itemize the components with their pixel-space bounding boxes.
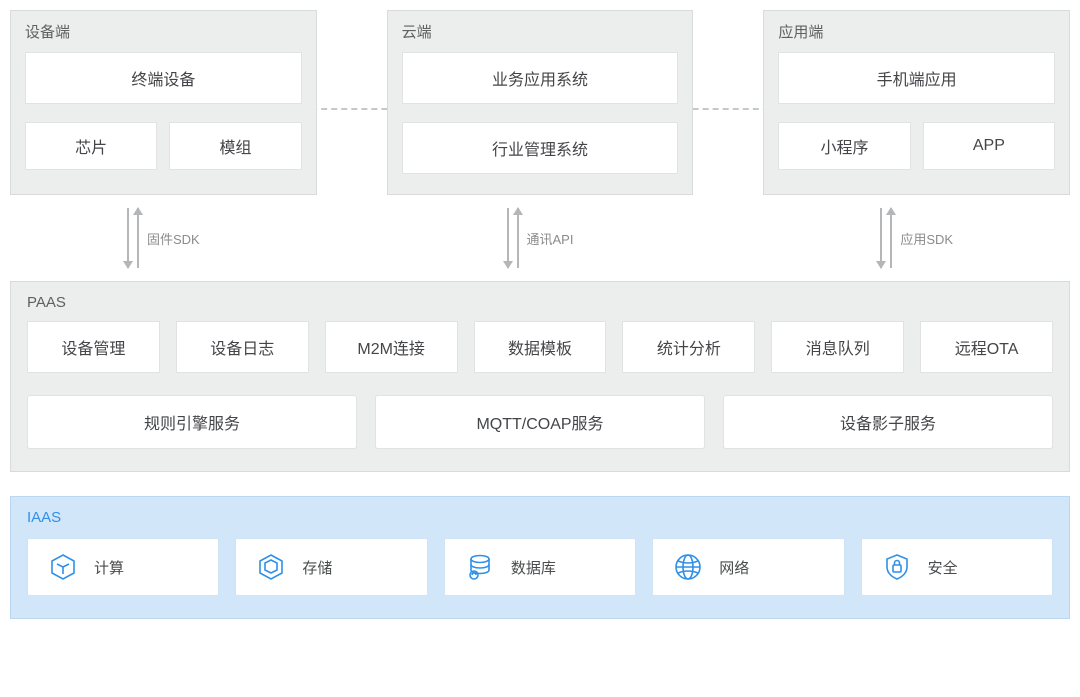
cloud-big2-card: 行业管理系统 <box>402 122 679 174</box>
top-row: 设备端 终端设备 芯片 模组 云端 业务应用系统 行业管理系统 应用端 手机端应… <box>10 10 1070 195</box>
connectors-row: 固件SDK 通讯API 应用SDK <box>10 195 1070 281</box>
paas-row2: 规则引擎服务 MQTT/COAP服务 设备影子服务 <box>27 395 1053 449</box>
arrow-down-icon <box>127 208 129 268</box>
paas-svc-2: 设备影子服务 <box>723 395 1053 449</box>
security-icon <box>882 552 912 582</box>
device-small-1: 模组 <box>169 122 301 170</box>
iaas-title: IAAS <box>27 509 1053 526</box>
cloud-big-card: 业务应用系统 <box>402 52 679 104</box>
paas-card-6: 远程OTA <box>920 321 1053 373</box>
arrow-down-icon <box>507 208 509 268</box>
paas-card-4: 统计分析 <box>622 321 755 373</box>
network-icon <box>673 552 703 582</box>
arrow-up-icon <box>890 208 892 268</box>
app-big-card: 手机端应用 <box>778 52 1055 104</box>
device-panel: 设备端 终端设备 芯片 模组 <box>10 10 317 195</box>
paas-row1: 设备管理 设备日志 M2M连接 数据模板 统计分析 消息队列 远程OTA <box>27 321 1053 373</box>
iaas-card-network: 网络 <box>652 538 844 596</box>
iaas-card-storage: 存储 <box>235 538 427 596</box>
compute-icon <box>48 552 78 582</box>
app-small-0: 小程序 <box>778 122 910 170</box>
iaas-row: 计算 存储 数据库 <box>27 538 1053 596</box>
app-small-1: APP <box>923 122 1055 170</box>
arrow-up-icon <box>517 208 519 268</box>
connector-0: 固件SDK <box>10 195 317 281</box>
paas-card-3: 数据模板 <box>474 321 607 373</box>
paas-panel: PAAS 设备管理 设备日志 M2M连接 数据模板 统计分析 消息队列 远程OT… <box>10 281 1070 472</box>
connector-label-2: 应用SDK <box>900 229 953 248</box>
iaas-label-1: 存储 <box>302 557 332 578</box>
device-big-card: 终端设备 <box>25 52 302 104</box>
connector-label-1: 通讯API <box>527 229 574 248</box>
database-icon <box>465 552 495 582</box>
iaas-label-2: 数据库 <box>511 557 556 578</box>
paas-card-2: M2M连接 <box>325 321 458 373</box>
paas-card-5: 消息队列 <box>771 321 904 373</box>
device-small-0: 芯片 <box>25 122 157 170</box>
paas-svc-1: MQTT/COAP服务 <box>375 395 705 449</box>
storage-icon <box>256 552 286 582</box>
arrow-down-icon <box>880 208 882 268</box>
paas-card-1: 设备日志 <box>176 321 309 373</box>
cloud-title: 云端 <box>402 21 679 42</box>
cloud-panel: 云端 业务应用系统 行业管理系统 <box>387 10 694 195</box>
iaas-label-3: 网络 <box>719 557 749 578</box>
iaas-panel: IAAS 计算 存储 <box>10 496 1070 619</box>
iaas-label-0: 计算 <box>94 557 124 578</box>
iaas-label-4: 安全 <box>928 557 958 578</box>
iaas-card-security: 安全 <box>861 538 1053 596</box>
connector-2: 应用SDK <box>763 195 1070 281</box>
arrow-up-icon <box>137 208 139 268</box>
iaas-card-database: 数据库 <box>444 538 636 596</box>
paas-svc-0: 规则引擎服务 <box>27 395 357 449</box>
device-title: 设备端 <box>25 21 302 42</box>
iaas-card-compute: 计算 <box>27 538 219 596</box>
app-title: 应用端 <box>778 21 1055 42</box>
connector-label-0: 固件SDK <box>147 229 200 248</box>
connector-1: 通讯API <box>387 195 694 281</box>
paas-card-0: 设备管理 <box>27 321 160 373</box>
paas-title: PAAS <box>27 294 1053 311</box>
app-panel: 应用端 手机端应用 小程序 APP <box>763 10 1070 195</box>
